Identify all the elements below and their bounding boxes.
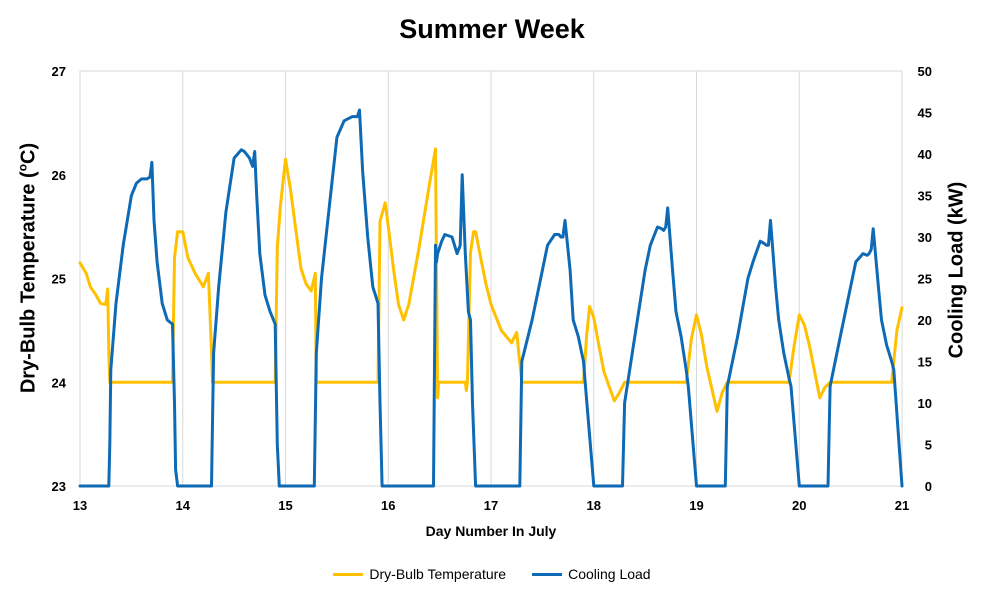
legend-label-cooling-load: Cooling Load	[568, 566, 651, 582]
y-right-tick-label: 50	[918, 64, 932, 79]
y-right-tick-label: 25	[918, 272, 932, 287]
x-tick-label: 16	[381, 498, 395, 513]
y-right-tick-label: 10	[918, 396, 932, 411]
y-right-tick-label: 20	[918, 313, 932, 328]
x-tick-label: 21	[895, 498, 909, 513]
y-axis-left-label-main: Dry-Bulb Temperature (	[17, 171, 40, 394]
y-left-tick-label: 27	[52, 64, 66, 79]
legend-item-cooling-load: Cooling Load	[532, 566, 651, 582]
legend-swatch-temperature	[333, 572, 364, 576]
y-axis-right-label: Cooling Load (kW)	[945, 181, 968, 359]
y-right-tick-label: 15	[918, 355, 932, 370]
series-line-temperature	[78, 147, 904, 413]
x-tick-label: 13	[73, 498, 87, 513]
y-right-tick-label: 30	[918, 230, 932, 245]
legend-label-temperature: Dry-Bulb Temperature	[369, 566, 507, 582]
legend: Dry-Bulb Temperature Cooling Load	[0, 566, 984, 582]
y-axis-left-label-sup: o	[15, 163, 30, 172]
series-line-cooling-load	[78, 108, 904, 488]
legend-swatch-cooling-load	[532, 572, 563, 576]
x-tick-label: 14	[176, 498, 191, 513]
tick-labels: 13 14 15 16 17 18 19 20 21 23 24 25 26 27 0 5 10 15 20 25 30…	[52, 64, 932, 513]
legend-item-temperature: Dry-Bulb Temperature	[333, 566, 506, 582]
x-tick-label: 19	[689, 498, 703, 513]
y-right-tick-label: 35	[918, 189, 932, 204]
x-axis-label: Day Number In July	[425, 523, 557, 539]
x-tick-label: 17	[484, 498, 498, 513]
y-left-tick-label: 26	[52, 168, 66, 183]
y-right-tick-label: 40	[918, 147, 932, 162]
y-axis-left-label-end: C)	[17, 142, 40, 164]
x-tick-label: 15	[278, 498, 292, 513]
series-lines	[78, 108, 904, 488]
y-axis-left-label: Dry-Bulb Temperature (oC)	[16, 143, 41, 393]
x-tick-label: 20	[792, 498, 806, 513]
grid-lines	[79, 71, 903, 486]
y-right-tick-label: 0	[925, 479, 932, 494]
y-right-tick-label: 5	[925, 438, 932, 453]
y-left-tick-label: 25	[52, 272, 66, 287]
y-left-tick-label: 23	[52, 479, 66, 494]
y-right-tick-label: 45	[918, 106, 932, 121]
chart-title: Summer Week	[399, 14, 585, 44]
x-tick-label: 18	[587, 498, 601, 513]
y-left-tick-label: 24	[52, 375, 67, 390]
